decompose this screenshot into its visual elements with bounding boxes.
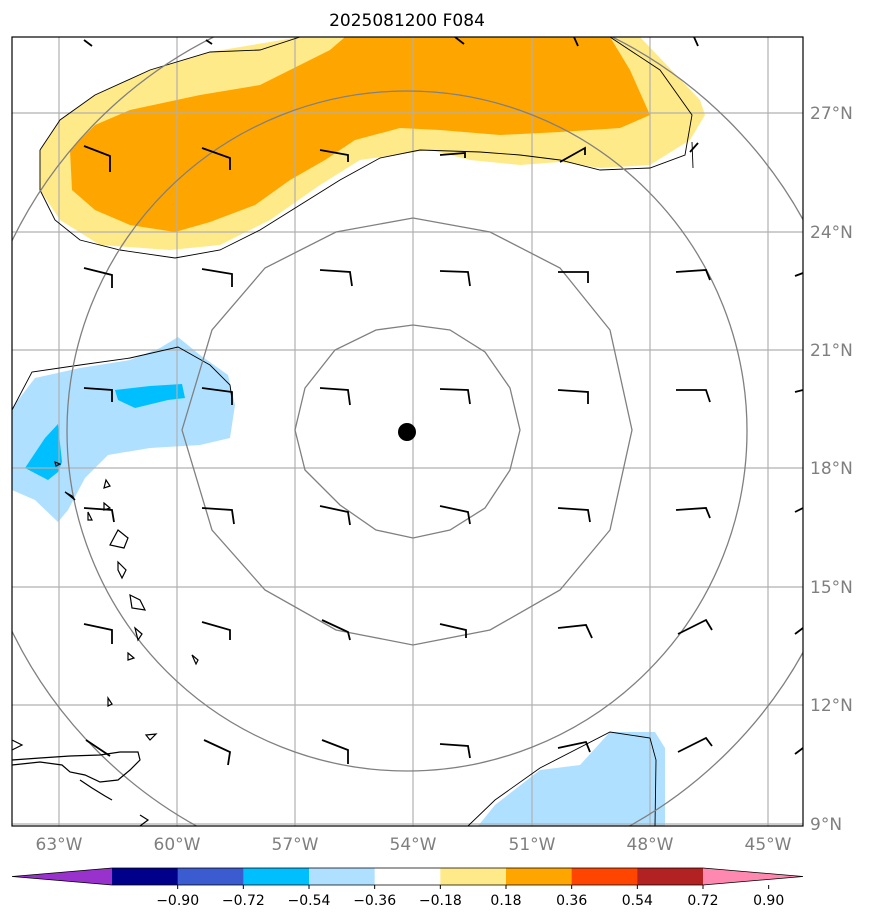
wind-barb <box>439 743 471 759</box>
wind-barb <box>439 388 471 405</box>
wind-barb <box>557 507 591 523</box>
colorbar: −0.90 −0.72 −0.54 −0.36 −0.18 0.18 0.36 0.54 0.7… <box>11 867 804 909</box>
colorbar-tick-label: 0.72 <box>687 893 718 909</box>
lat-tick-label: 24°N <box>810 223 853 243</box>
wind-barb <box>201 147 231 170</box>
coastlines <box>12 461 199 826</box>
colorbar-outline <box>11 867 804 886</box>
wind-barb <box>557 389 589 404</box>
wind-barb <box>558 271 589 283</box>
wind-barb <box>205 39 213 45</box>
wind-barb <box>675 507 711 519</box>
wind-barb <box>83 145 111 172</box>
lon-tick-label: 57°W <box>272 835 319 855</box>
colorbar-segment <box>243 868 310 885</box>
lat-tick-label: 27°N <box>810 104 853 124</box>
wind-barb <box>439 623 467 638</box>
wind-barb <box>439 270 471 287</box>
wind-barb <box>439 152 466 158</box>
contour-lines <box>12 37 694 826</box>
wind-barb <box>794 272 803 277</box>
colorbar-segment <box>571 868 638 885</box>
colorbar-extend-low <box>12 868 112 885</box>
lon-tick-label: 54°W <box>390 835 437 855</box>
gridlines <box>12 37 803 826</box>
wind-barb <box>201 621 231 640</box>
lat-tick-label: 9°N <box>810 815 842 835</box>
colorbar-segment <box>374 868 441 885</box>
wind-barb <box>559 146 586 163</box>
colorbar-extend-high <box>703 868 803 885</box>
wind-barb <box>83 39 93 47</box>
colorbar-segment <box>506 868 573 885</box>
wind-barb <box>677 736 713 753</box>
colorbar-tick-label: 0.36 <box>556 893 587 909</box>
wind-barb <box>319 269 353 287</box>
wind-barb <box>85 739 111 757</box>
wind-barb <box>321 619 351 641</box>
storm-center-marker <box>398 423 416 441</box>
colorbar-tick-label: 0.90 <box>753 893 784 909</box>
wind-barb <box>439 505 471 525</box>
wind-barb <box>319 387 351 406</box>
lon-tick-label: 45°W <box>745 835 792 855</box>
wind-barb <box>319 505 351 526</box>
wind-barb <box>689 142 699 153</box>
lon-tick-label: 48°W <box>627 835 674 855</box>
colorbar-tick-label: −0.90 <box>156 893 199 909</box>
colorbar-segment <box>112 868 179 885</box>
wind-barb <box>794 627 803 635</box>
wind-barb <box>83 387 113 402</box>
negative-anomaly-region-west <box>12 337 235 522</box>
wind-barb <box>557 740 591 753</box>
positive-anomaly-region <box>40 37 705 250</box>
wind-barb <box>677 618 713 635</box>
wind-barb <box>83 267 113 288</box>
wind-barb <box>675 269 711 281</box>
lat-tick-labels: 27°N 24°N 21°N 18°N 15°N 12°N 9°N <box>810 104 853 835</box>
lon-tick-label: 60°W <box>154 835 201 855</box>
colorbar-segment <box>440 868 507 885</box>
colorbar-tick-label: −0.18 <box>419 893 462 909</box>
wind-barb <box>201 507 235 525</box>
wind-barb <box>201 268 233 287</box>
wind-barb <box>794 507 803 513</box>
lon-tick-labels: 63°W 60°W 57°W 54°W 51°W 48°W 45°W <box>36 835 792 855</box>
lat-tick-label: 18°N <box>810 459 853 479</box>
colorbar-tick-label: 0.54 <box>622 893 653 909</box>
wind-barb <box>794 389 803 393</box>
wind-barb <box>321 739 349 764</box>
chart-title: 2025081200 F084 <box>329 11 485 31</box>
colorbar-segment <box>309 868 376 885</box>
lat-tick-label: 21°N <box>810 341 853 361</box>
lat-tick-label: 12°N <box>810 696 853 716</box>
lon-tick-label: 63°W <box>36 835 83 855</box>
map-area <box>12 37 803 826</box>
colorbar-segment <box>637 868 704 885</box>
colorbar-tick-label: −0.54 <box>288 893 331 909</box>
wind-barb <box>83 507 115 523</box>
wind-barbs <box>83 37 803 766</box>
colorbar-tick-label: −0.72 <box>222 893 265 909</box>
lat-tick-label: 15°N <box>810 578 853 598</box>
wind-barb <box>83 623 113 644</box>
lon-tick-label: 51°W <box>509 835 556 855</box>
wind-barb <box>319 149 349 162</box>
colorbar-segment <box>177 868 244 885</box>
colorbar-tick-label: −0.36 <box>353 893 396 909</box>
range-rings <box>12 37 803 826</box>
wind-barb <box>573 37 579 47</box>
map-frame <box>11 36 804 827</box>
wind-barb <box>794 747 803 755</box>
negative-anomaly-region-southeast <box>478 732 665 826</box>
wind-barb <box>676 389 711 403</box>
wind-barb <box>201 387 233 405</box>
wind-barb <box>693 37 699 47</box>
colorbar-tick-label: 0.18 <box>490 893 521 909</box>
wind-barb <box>454 37 465 45</box>
wind-barb <box>203 739 231 766</box>
wind-barb <box>557 624 593 639</box>
